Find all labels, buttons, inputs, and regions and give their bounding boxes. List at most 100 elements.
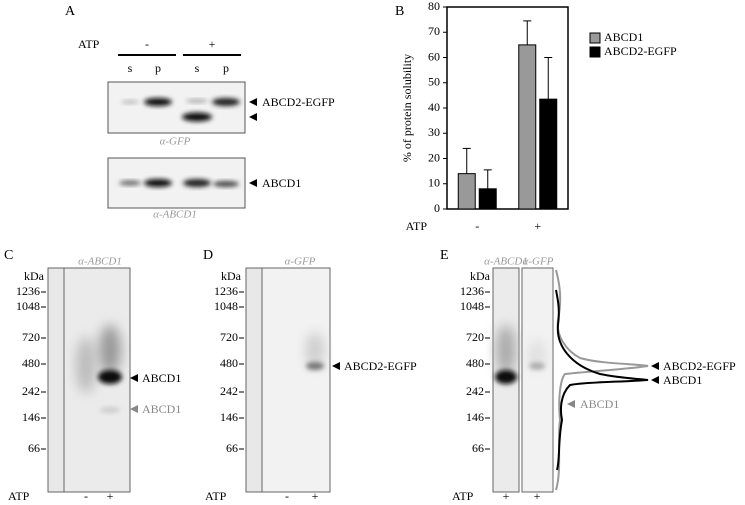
lane-label: s [195, 61, 200, 75]
lane-label: p [223, 61, 229, 75]
bar-chart: % of protein solubility ATP [400, 54, 428, 233]
atp-label: ATP [452, 489, 474, 503]
marker-label: 720 [220, 330, 238, 344]
bar [457, 173, 476, 210]
blot [107, 81, 246, 134]
marker-label: 720 [22, 330, 40, 344]
atp-label: ATP [205, 489, 227, 503]
y-tick-label: 70 [428, 24, 440, 38]
marker-label: 1048 [460, 299, 484, 313]
marker-label: 720 [466, 330, 484, 344]
band-label: ABCD2-EGFP [262, 95, 335, 109]
kda-label: kDa [24, 269, 45, 283]
y-tick-label: 20 [428, 150, 440, 164]
legend-swatch [589, 32, 601, 44]
band-label: ABCD1 [663, 373, 702, 387]
y-tick-label: 10 [428, 176, 440, 190]
antibody-label: α-ABCD1 [153, 209, 197, 221]
panel-label: A [65, 4, 76, 19]
marker-label: 1236 [460, 284, 484, 298]
antibody-label: α-ABCD1 [78, 256, 122, 268]
band-label: ABCD1 [142, 371, 181, 385]
marker-label: 242 [466, 384, 484, 398]
blot [245, 267, 331, 493]
marker-label: 1048 [16, 299, 40, 313]
antibody-label: α-GFP [160, 136, 191, 148]
lane-label: + [534, 489, 541, 503]
legend-label: ABCD1 [604, 30, 643, 44]
bar [478, 188, 497, 210]
kda-label: kDa [221, 269, 242, 283]
y-tick-label: 0 [434, 201, 440, 215]
lane-label: s [128, 61, 133, 75]
marker-label: 66 [472, 441, 484, 455]
y-tick-label: 50 [428, 75, 440, 89]
y-tick-label: 80 [428, 0, 440, 13]
marker-label: 146 [220, 410, 238, 424]
marker-label: 242 [22, 384, 40, 398]
density-profile [555, 289, 649, 471]
lane-label: + [107, 489, 114, 503]
arrowhead [651, 362, 659, 370]
band-label: ABCD2-EGFP [344, 359, 417, 373]
arrowhead [567, 400, 575, 408]
arrowhead [130, 405, 138, 413]
blot [107, 157, 246, 209]
marker-label: 1048 [214, 299, 238, 313]
atp-label: ATP [8, 489, 30, 503]
arrowhead [249, 179, 257, 187]
marker-label: 66 [226, 441, 238, 455]
y-tick-label: 30 [428, 125, 440, 139]
marker-label: 480 [220, 356, 238, 370]
legend-swatch [589, 46, 601, 58]
marker-label: 480 [466, 356, 484, 370]
arrowhead [130, 374, 138, 382]
x-tick-label: - [475, 219, 479, 233]
x-tick-label: + [534, 219, 541, 233]
y-axis-label: % of protein solubility [400, 54, 414, 162]
panel-label: D [203, 248, 213, 263]
arrowhead [332, 362, 340, 370]
error-bar [462, 147, 471, 174]
marker-label: 66 [28, 441, 40, 455]
lane-label: + [503, 489, 510, 503]
marker-label: 1236 [214, 284, 238, 298]
arrowhead [249, 113, 257, 121]
marker-label: 146 [466, 410, 484, 424]
arrowhead [651, 376, 659, 384]
legend-label: ABCD2-EGFP [604, 44, 677, 58]
kda-label: kDa [470, 269, 491, 283]
condition-label: + [209, 37, 216, 51]
marker-label: 480 [22, 356, 40, 370]
y-tick-label: 40 [428, 100, 440, 114]
lane-label: - [84, 489, 88, 503]
arrowhead [249, 98, 257, 106]
marker-label: 1236 [16, 284, 40, 298]
condition-label: - [145, 37, 149, 51]
error-bar [523, 20, 532, 45]
antibody-label: α-GFP [523, 256, 554, 268]
lane-label: - [285, 489, 289, 503]
lane-label: + [312, 489, 319, 503]
antibody-label: α-GFP [285, 256, 316, 268]
lane-label: p [155, 61, 161, 75]
band-label: ABCD1 [142, 402, 181, 416]
band-label: ABCD1 [580, 397, 619, 411]
antibody-label: α-ABCD1 [484, 256, 528, 268]
marker-label: 242 [220, 384, 238, 398]
atp-label: ATP [78, 37, 100, 51]
y-tick-label: 60 [428, 49, 440, 63]
band-label: ABCD1 [262, 176, 301, 190]
marker-label: 146 [22, 410, 40, 424]
x-axis-label: ATP [406, 219, 428, 233]
blot [47, 267, 131, 493]
panel-label: B [395, 4, 404, 19]
blot [492, 267, 554, 493]
error-bar [544, 57, 553, 100]
bar [518, 44, 537, 210]
error-bar [483, 169, 492, 189]
bar [539, 98, 558, 210]
band-label: ABCD2-EGFP [663, 359, 736, 373]
panel-label: E [440, 248, 449, 263]
